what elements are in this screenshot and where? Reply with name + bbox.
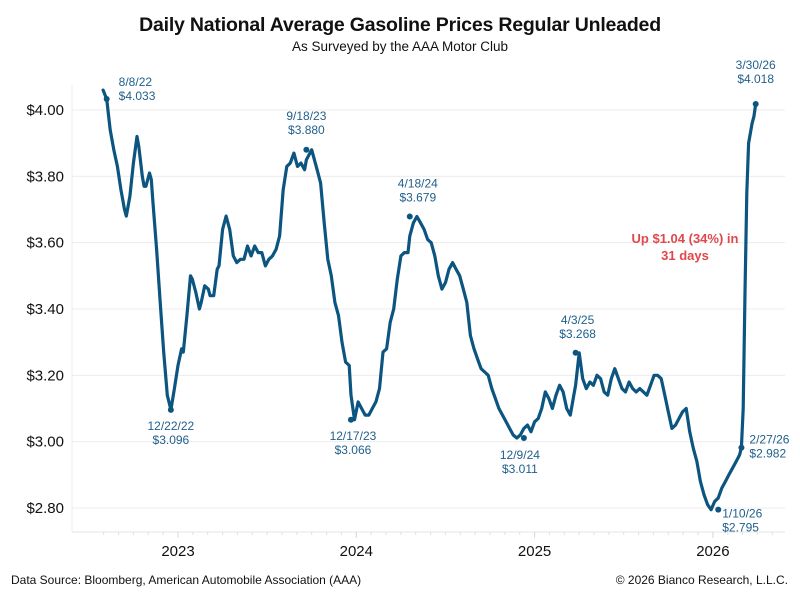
y-tick-label: $3.40 [26, 301, 64, 318]
annotation-marker [738, 444, 745, 451]
annotation-value: $3.096 [153, 433, 190, 447]
chart-subtitle: As Surveyed by the AAA Motor Club [291, 39, 509, 54]
callout-line-2: 31 days [661, 248, 709, 263]
annotation-marker [520, 435, 527, 442]
annotation-date: 12/17/23 [330, 429, 377, 443]
annotation-marker [406, 213, 413, 220]
annotation-value: $4.018 [737, 72, 774, 86]
annotation-value: $4.033 [119, 89, 156, 103]
y-tick-label: $3.00 [26, 434, 64, 451]
annotation-date: 1/10/26 [722, 507, 762, 521]
data-source-note: Data Source: Bloomberg, American Automob… [11, 573, 362, 587]
x-tick-label: 2024 [340, 543, 373, 560]
annotation-date: 12/22/22 [148, 419, 195, 433]
annotation-value: $2.795 [722, 521, 759, 535]
y-tick-label: $3.80 [26, 168, 64, 185]
series-line [101, 88, 758, 512]
y-tick-label: $3.20 [26, 367, 64, 384]
x-axis: 2023 2024 2025 2026 [72, 531, 785, 560]
grid-lines [71, 85, 785, 532]
annotation-marker [167, 406, 174, 413]
annotation-date: 4/3/25 [561, 313, 595, 327]
annotation-layer: 8/8/22$4.033 12/22/22$3.096 9/18/23$3.880 1… [103, 58, 790, 535]
annotation-marker [103, 96, 110, 103]
y-axis: $4.00 $3.80 $3.60 $3.40 $3.20 $3.00 $2.80 [26, 102, 64, 517]
annotation-date: 8/8/22 [119, 75, 153, 89]
x-tick-label: 2025 [518, 543, 551, 560]
annotation-value: $3.011 [502, 462, 538, 476]
annotation-marker [303, 146, 310, 153]
annotation-date: 3/30/26 [736, 58, 776, 72]
annotation-marker [715, 506, 722, 513]
chart-title: Daily National Average Gasoline Prices R… [139, 14, 661, 36]
callout-line-1: Up $1.04 (34%) in [632, 231, 739, 246]
annotation-marker [572, 349, 579, 356]
annotation-date: 12/9/24 [500, 448, 540, 462]
annotation-date: 2/27/26 [749, 433, 789, 447]
annotation-value: $3.679 [399, 190, 436, 204]
annotation-date: 4/18/24 [398, 176, 438, 190]
y-tick-label: $3.60 [26, 235, 64, 252]
annotation-date: 9/18/23 [286, 109, 326, 123]
annotation-value: $3.880 [288, 123, 325, 137]
copyright-note: © 2026 Bianco Research, L.L.C. [615, 573, 788, 587]
annotation-value: $3.268 [559, 327, 596, 341]
y-tick-label: $2.80 [26, 500, 64, 517]
x-tick-label: 2023 [161, 543, 194, 560]
y-tick-label: $4.00 [26, 102, 64, 119]
series-layer [101, 88, 758, 512]
callout-layer: Up $1.04 (34%) in 31 days [632, 231, 739, 263]
annotation-marker [752, 101, 759, 108]
annotation-value: $2.982 [749, 447, 786, 461]
annotation-marker [347, 416, 354, 423]
annotation-value: $3.066 [335, 443, 372, 457]
x-tick-label: 2026 [696, 543, 729, 560]
